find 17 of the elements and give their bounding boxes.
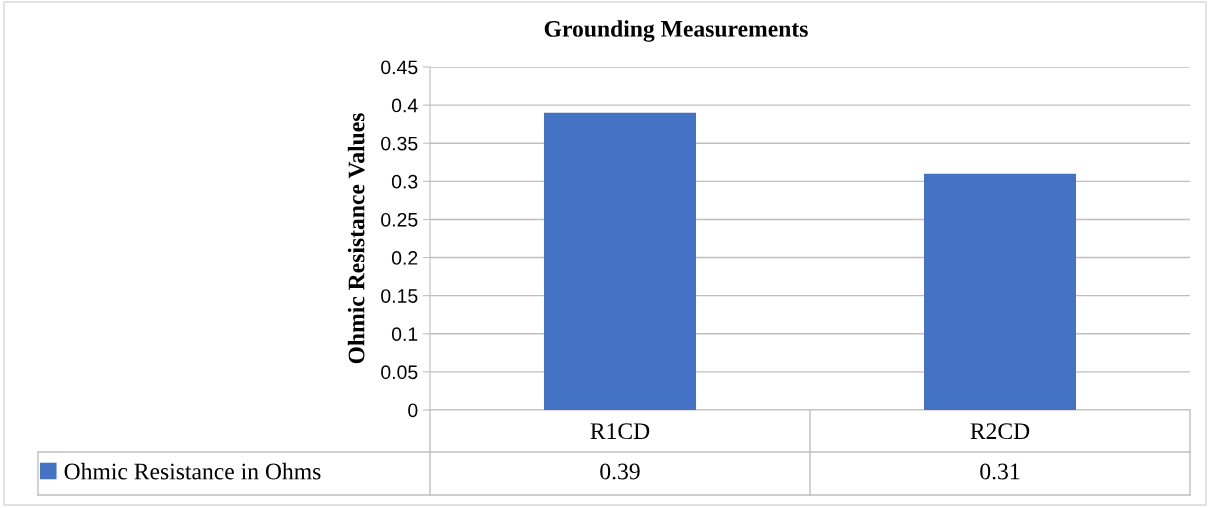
y-tick-label: 0.15 (381, 289, 418, 303)
y-tick-label: 0.05 (381, 365, 418, 380)
y-tick-label: 0 (408, 403, 418, 418)
y-tick-label: 0.35 (381, 136, 418, 151)
y-tick-label: 0.1 (391, 327, 418, 342)
y-tick-label: 0.2 (391, 251, 418, 265)
y-tick-label: 0.45 (381, 60, 418, 75)
data-label: 0.31 (980, 463, 1020, 480)
x-tick-label: R2CD (970, 423, 1030, 440)
y-tick-label: 0.4 (391, 98, 418, 113)
x-tick-label: R1CD (590, 423, 650, 440)
y-tick-label: 0.25 (381, 212, 418, 227)
chart-title: Grounding Measurements (544, 20, 808, 42)
y-tick-label: 0.3 (391, 174, 418, 189)
data-label: 0.39 (600, 463, 640, 480)
y-axis-title: Ohmic Resistance Values (347, 113, 365, 364)
legend-label: Ohmic Resistance in Ohms (64, 462, 321, 480)
